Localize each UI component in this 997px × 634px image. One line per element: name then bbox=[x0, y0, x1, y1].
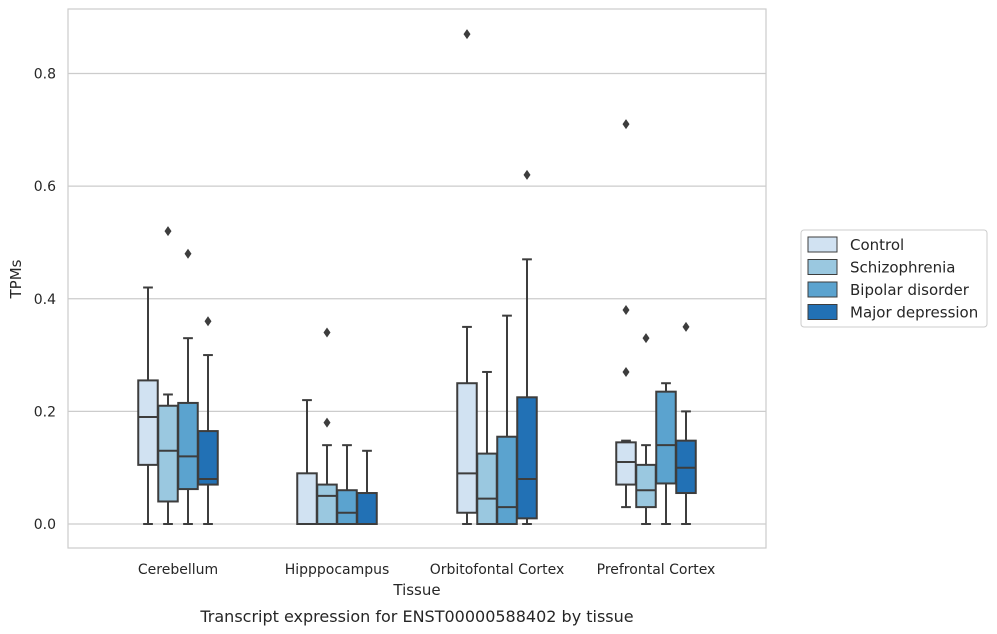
outlier-point bbox=[523, 169, 531, 180]
box bbox=[336, 489, 358, 525]
box-group bbox=[635, 333, 657, 525]
box-group bbox=[296, 399, 318, 526]
box bbox=[635, 463, 657, 509]
outlier-point bbox=[204, 316, 212, 327]
legend-swatch bbox=[807, 259, 838, 275]
series-schizophrenia bbox=[157, 226, 657, 525]
outlier-point bbox=[622, 305, 630, 316]
chart-caption: Transcript expression for ENST0000058840… bbox=[199, 607, 633, 626]
box-group bbox=[516, 169, 538, 525]
box bbox=[476, 452, 498, 525]
legend-frame bbox=[800, 229, 988, 328]
y-tick-label: 0.2 bbox=[34, 404, 56, 420]
y-tick-labels: 0.0 0.2 0.4 0.6 0.8 bbox=[34, 67, 56, 534]
legend-swatch bbox=[807, 281, 838, 298]
box-group bbox=[655, 382, 677, 525]
series-bipolar-disorder bbox=[177, 248, 677, 526]
box bbox=[137, 379, 159, 466]
legend-label: Bipolar disorder bbox=[850, 281, 970, 299]
x-tick-label: Hipppocampus bbox=[285, 562, 390, 578]
box-series-layer bbox=[137, 29, 697, 526]
outlier-point bbox=[323, 417, 331, 428]
x-tick-label: Orbitofontal Cortex bbox=[430, 562, 565, 578]
box-group bbox=[157, 226, 179, 525]
outlier-point bbox=[682, 321, 690, 332]
outlier-point bbox=[323, 327, 331, 338]
box bbox=[456, 382, 478, 514]
legend-label: Schizophrenia bbox=[850, 259, 955, 277]
y-tick-label: 0.0 bbox=[34, 517, 56, 533]
series-control bbox=[137, 29, 637, 526]
x-tick-label: Prefrontal Cortex bbox=[597, 562, 716, 578]
outlier-point bbox=[622, 119, 630, 130]
box-group bbox=[356, 449, 378, 526]
legend-label: Control bbox=[850, 236, 904, 254]
box bbox=[655, 390, 677, 485]
box bbox=[157, 404, 179, 503]
outlier-point bbox=[622, 366, 630, 377]
legend-label: Major depression bbox=[850, 304, 978, 322]
box-group bbox=[137, 286, 159, 525]
series-major-depression bbox=[197, 169, 697, 526]
box bbox=[356, 492, 378, 526]
box-group bbox=[615, 119, 637, 509]
legend-swatch bbox=[807, 236, 838, 253]
box bbox=[197, 430, 219, 486]
y-axis-title: TPMs bbox=[7, 259, 25, 299]
x-tick-labels: Cerebellum Hipppocampus Orbitofontal Corte… bbox=[138, 562, 715, 578]
outlier-point bbox=[463, 29, 471, 40]
y-tick-label: 0.4 bbox=[34, 292, 56, 308]
box bbox=[516, 396, 538, 520]
x-axis-title: Tissue bbox=[392, 581, 440, 599]
outlier-point bbox=[164, 226, 172, 237]
box bbox=[316, 483, 338, 525]
x-tick-label: Cerebellum bbox=[138, 562, 218, 578]
legend-swatch bbox=[807, 304, 838, 320]
y-tick-label: 0.8 bbox=[34, 67, 56, 83]
box-group bbox=[197, 316, 219, 525]
box-group bbox=[456, 29, 478, 525]
legend: Control Schizophrenia Bipolar disorder Majo… bbox=[800, 229, 988, 328]
box bbox=[615, 441, 637, 486]
outlier-point bbox=[642, 333, 650, 344]
box bbox=[177, 401, 199, 491]
box bbox=[296, 472, 318, 526]
box bbox=[496, 435, 518, 526]
outlier-point bbox=[184, 248, 192, 259]
y-tick-label: 0.6 bbox=[34, 179, 56, 195]
plot-area-frame bbox=[67, 8, 767, 549]
box-group bbox=[675, 321, 697, 525]
